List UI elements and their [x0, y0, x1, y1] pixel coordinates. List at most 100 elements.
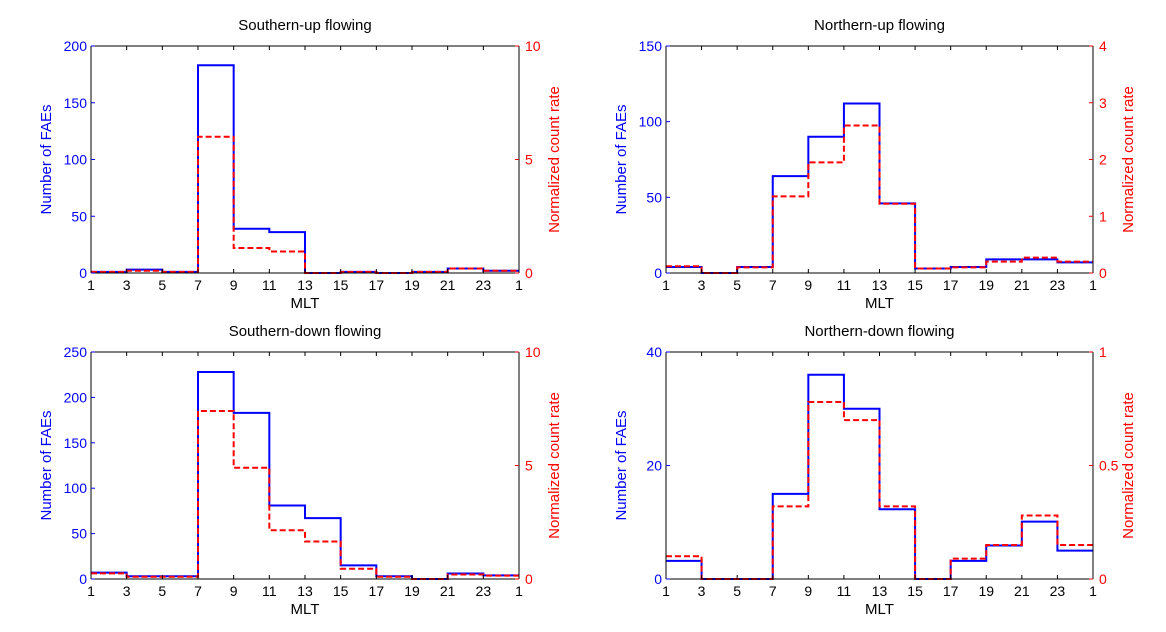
x-tick-label: 1: [87, 277, 95, 293]
left-y-axis-label: Number of FAEs: [38, 410, 55, 520]
x-tick-label: 5: [158, 277, 166, 293]
x-tick-label: 7: [194, 583, 202, 599]
left-y-tick-label: 200: [64, 389, 88, 405]
x-axis-label: MLT: [291, 295, 320, 312]
left-y-tick-label: 0: [79, 265, 87, 281]
x-tick-label: 11: [262, 583, 277, 599]
x-tick-label: 7: [769, 277, 777, 293]
x-tick-label: 23: [1050, 277, 1066, 293]
right-y-tick-label: 0: [525, 265, 533, 281]
x-tick-label: 15: [907, 277, 923, 293]
right-y-tick-label: 3: [1099, 95, 1107, 111]
chart-panel-2: 1 3 5 7 9 11 13 15 17 19 21 23 105010015001234Northe…: [613, 17, 1137, 312]
chart-panel-3: 1 3 5 7 9 11 13 15 17 19 21 23 10501001502002500510S…: [38, 323, 563, 618]
left-y-tick-label: 100: [639, 114, 663, 130]
x-tick-label: 1: [1089, 277, 1097, 293]
left-y-tick-label: 150: [639, 38, 663, 54]
right-y-tick-label: 0.5: [1099, 458, 1119, 474]
right-y-tick-label: 0: [1099, 571, 1107, 587]
x-tick-label: 11: [262, 277, 277, 293]
x-axis-label: MLT: [291, 601, 320, 618]
x-tick-label: 1: [515, 277, 523, 293]
right-y-axis-label: Normalized count rate: [1120, 86, 1137, 233]
left-y-tick-label: 50: [71, 208, 87, 224]
x-tick-label: 23: [476, 277, 492, 293]
x-tick-label: 23: [476, 583, 492, 599]
x-tick-label: 17: [943, 277, 959, 293]
left-y-tick-label: 100: [64, 152, 88, 168]
x-tick-label: 5: [733, 277, 741, 293]
left-y-tick-label: 0: [79, 571, 87, 587]
left-y-tick-label: 20: [646, 458, 662, 474]
x-tick-label: 15: [333, 277, 349, 293]
x-tick-label: 19: [404, 583, 420, 599]
x-tick-label: 13: [297, 583, 313, 599]
x-axis-label: MLT: [865, 295, 894, 312]
chart-title: Northern-down flowing: [804, 323, 954, 340]
x-axis-label: MLT: [865, 601, 894, 618]
x-tick-label: 1: [515, 583, 523, 599]
x-tick-label: 9: [804, 583, 812, 599]
right-y-axis-label: Normalized count rate: [546, 392, 563, 539]
chart-title: Southern-down flowing: [229, 323, 382, 340]
right-y-tick-label: 1: [1099, 344, 1107, 360]
x-tick-label: 1: [87, 583, 95, 599]
x-tick-label: 13: [872, 277, 888, 293]
x-tick-label: 11: [837, 277, 852, 293]
left-y-tick-label: 50: [646, 189, 662, 205]
right-y-tick-label: 0: [525, 571, 533, 587]
left-y-tick-label: 150: [64, 95, 88, 111]
left-y-axis-label: Number of FAEs: [613, 410, 630, 520]
x-tick-label: 23: [1050, 583, 1066, 599]
x-tick-label: 13: [297, 277, 313, 293]
x-tick-label: 13: [872, 583, 888, 599]
left-y-tick-label: 50: [71, 526, 87, 542]
left-y-tick-label: 0: [654, 265, 662, 281]
right-y-tick-label: 5: [525, 152, 533, 168]
x-tick-label: 21: [440, 583, 456, 599]
x-tick-label: 1: [662, 277, 670, 293]
x-tick-label: 21: [1014, 583, 1030, 599]
chart-title: Northern-up flowing: [814, 17, 945, 34]
right-y-tick-label: 4: [1099, 38, 1107, 54]
x-tick-label: 1: [662, 583, 670, 599]
x-tick-label: 7: [769, 583, 777, 599]
x-tick-label: 17: [369, 277, 385, 293]
right-y-tick-label: 1: [1099, 208, 1107, 224]
x-tick-label: 17: [369, 583, 385, 599]
left-y-tick-label: 250: [64, 344, 88, 360]
x-tick-label: 19: [978, 277, 994, 293]
x-tick-label: 9: [230, 277, 238, 293]
series-normalized-rate-line: [666, 124, 1093, 274]
x-tick-label: 7: [194, 277, 202, 293]
x-tick-label: 1: [1089, 583, 1097, 599]
x-tick-label: 21: [440, 277, 456, 293]
chart-panel-1: 1 3 5 7 9 11 13 15 17 19 21 23 10501001502000510Sout…: [38, 17, 563, 312]
x-tick-label: 11: [837, 583, 852, 599]
left-y-tick-label: 40: [646, 344, 662, 360]
x-tick-label: 3: [123, 277, 131, 293]
x-tick-label: 17: [943, 583, 959, 599]
x-tick-label: 19: [978, 583, 994, 599]
right-y-tick-label: 2: [1099, 152, 1107, 168]
x-tick-label: 5: [158, 583, 166, 599]
x-tick-label: 19: [404, 277, 420, 293]
x-tick-label: 3: [698, 277, 706, 293]
x-tick-label: 15: [907, 583, 923, 599]
x-tick-label: 9: [230, 583, 238, 599]
right-y-axis-label: Normalized count rate: [1120, 392, 1137, 539]
left-y-axis-label: Number of FAEs: [38, 104, 55, 214]
x-tick-label: 3: [123, 583, 131, 599]
right-y-tick-label: 10: [525, 38, 541, 54]
chart-title: Southern-up flowing: [238, 17, 371, 34]
x-tick-label: 3: [698, 583, 706, 599]
right-y-axis-label: Normalized count rate: [546, 86, 563, 233]
x-tick-label: 15: [333, 583, 349, 599]
left-y-tick-label: 0: [654, 571, 662, 587]
chart-panel-4: 1 3 5 7 9 11 13 15 17 19 21 23 10204000.51Northern-d…: [613, 323, 1137, 618]
left-y-tick-label: 200: [64, 38, 88, 54]
right-y-tick-label: 5: [525, 458, 533, 474]
x-tick-label: 5: [733, 583, 741, 599]
left-y-tick-label: 100: [64, 480, 88, 496]
